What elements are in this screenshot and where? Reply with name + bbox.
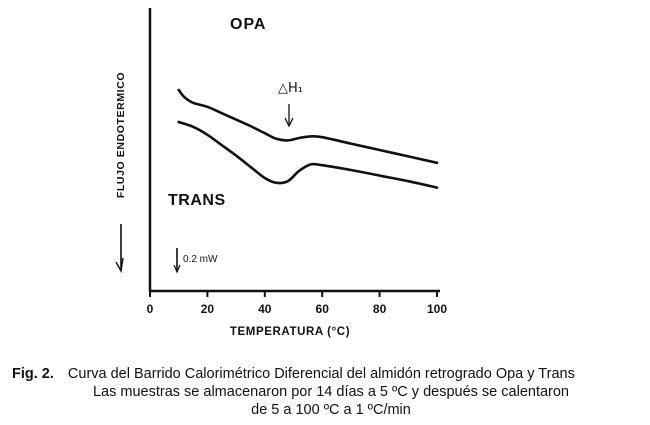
dsc-chart: 0 20 40 60 80 100 TEMPERATURA (°C) FLUJO ENDO… — [115, 8, 448, 338]
x-axis-label: TEMPERATURA (°C) — [230, 326, 350, 338]
x-tick-label-group: 0 20 40 60 80 100 — [147, 302, 448, 316]
series-line-trans — [177, 120, 439, 189]
y-axis-label: FLUJO ENDOTERMICO — [115, 72, 127, 198]
series-line-opa — [177, 88, 439, 165]
x-tick-label-60: 60 — [316, 302, 330, 316]
x-tick-label-20: 20 — [201, 302, 215, 316]
caption-line-1: Fig. 2. Curva del Barrido Calorimétrico D… — [12, 366, 650, 383]
peak-label: △H₁ — [278, 81, 303, 96]
series-label-trans: TRANS — [168, 192, 226, 209]
x-tick-label-40: 40 — [258, 302, 272, 316]
caption-text-1: Curva del Barrido Calorimétrico Diferenc… — [67, 366, 575, 382]
endotherm-arrow — [115, 224, 124, 274]
x-tick-label-0: 0 — [147, 302, 154, 316]
x-tick-label-100: 100 — [427, 302, 447, 316]
x-tick-label-80: 80 — [373, 302, 387, 316]
caption-line-3: de 5 a 100 ºC a 1 ºC/min — [251, 402, 411, 418]
figure-label: Fig. 2. — [12, 366, 54, 382]
scale-bar — [173, 248, 181, 274]
caption-line-2: Las muestras se almacenaron por 14 días … — [92, 384, 569, 400]
series-label-opa: OPA — [230, 16, 266, 33]
scale-bar-label: 0.2 mW — [183, 254, 218, 265]
peak-arrow — [284, 104, 294, 128]
x-tick-group — [149, 291, 438, 297]
